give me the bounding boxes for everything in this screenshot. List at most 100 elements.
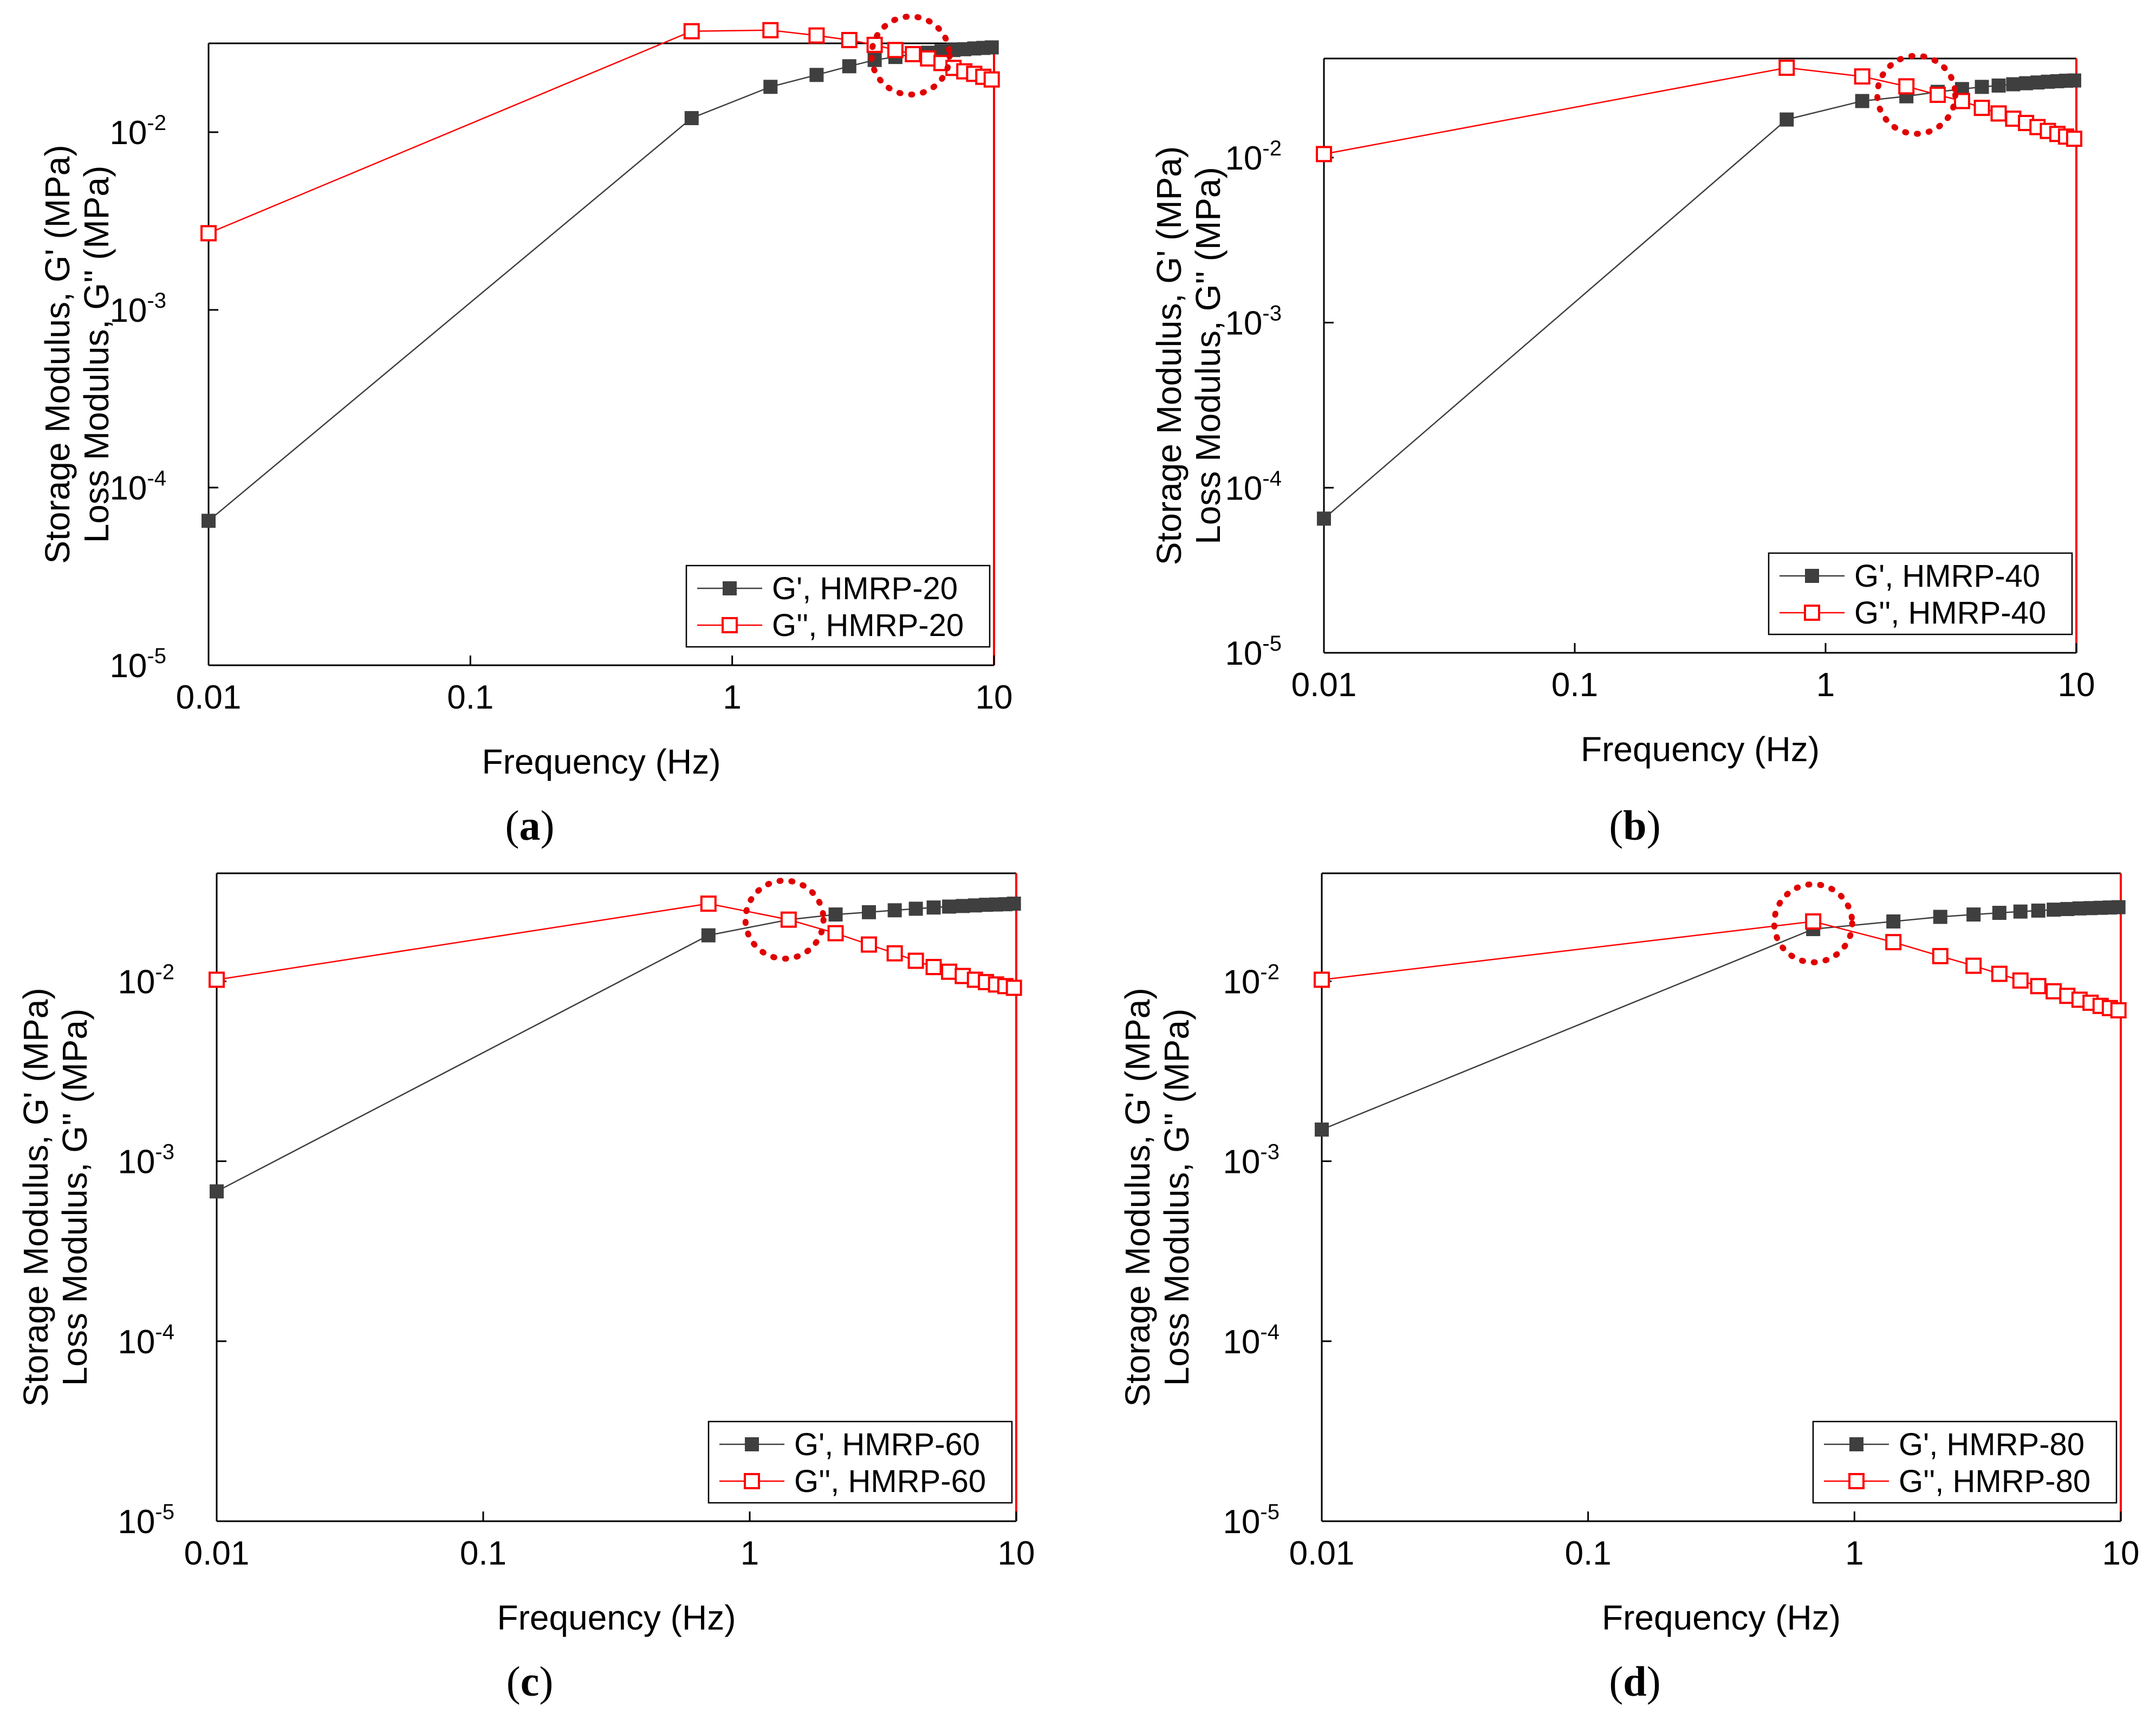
legend: G', HMRP-80G'', HMRP-80: [1812, 1420, 2118, 1504]
y-tick-base: 10: [118, 1323, 155, 1361]
y-tick-base: 10: [109, 647, 147, 685]
y-tick-exponent: -3: [1260, 1140, 1280, 1164]
loss-data-point: [925, 959, 942, 976]
y-axis-title-loss: Loss Modulus, G'' (MPa): [77, 166, 116, 543]
y-tick-label: 10-3: [1225, 302, 1282, 342]
loss-data-point: [1805, 913, 1822, 930]
y-tick-label: 10-2: [1225, 137, 1282, 177]
y-tick-label: 10-5: [1225, 632, 1282, 672]
legend-label-storage: G', HMRP-40: [1854, 559, 2040, 594]
storage-data-point: [942, 899, 957, 914]
loss-data-point: [1314, 971, 1330, 988]
caption-letter: d: [1623, 1658, 1646, 1705]
caption-open-paren: (: [1609, 1658, 1623, 1705]
y-tick-base: 10: [118, 1144, 155, 1181]
loss-data-point: [886, 945, 903, 962]
y-axis-title-loss: Loss Modulus, G'' (MPa): [1157, 1009, 1196, 1386]
y-tick-label: 10-3: [118, 1140, 174, 1181]
loss-data-point: [983, 71, 1000, 88]
y-tick-exponent: -2: [1262, 137, 1282, 160]
y-tick-exponent: -4: [1262, 466, 1282, 490]
x-tick-label: 10: [2058, 666, 2095, 704]
legend-label-storage: G', HMRP-60: [794, 1427, 980, 1462]
storage-data-point: [2006, 77, 2021, 92]
x-tick-label: 0.01: [176, 679, 242, 716]
y-tick-base: 10: [109, 470, 147, 507]
y-axis-title-storage: Storage Modulus, G' (MPa): [1118, 988, 1157, 1406]
storage-data-point: [984, 40, 999, 55]
y-axis-title-storage: Storage Modulus, G' (MPa): [16, 988, 55, 1406]
y-tick-exponent: -5: [1262, 632, 1282, 656]
storage-data-point: [926, 900, 941, 915]
loss-data-point: [920, 50, 937, 67]
storage-data-point: [210, 1184, 224, 1199]
loss-data-point: [1005, 979, 1022, 996]
loss-data-point: [905, 46, 921, 62]
open-square-icon: [1804, 605, 1820, 621]
loss-data-point: [1854, 68, 1871, 85]
storage-data-point: [2047, 903, 2061, 917]
y-axis-title-loss: Loss Modulus, G'' (MPa): [1189, 167, 1228, 544]
y-tick-exponent: -4: [155, 1320, 174, 1344]
loss-data-point: [1316, 146, 1332, 163]
y-tick-exponent: -3: [1262, 302, 1282, 326]
y-tick-exponent: -2: [147, 111, 166, 135]
loss-data-point: [1898, 78, 1915, 95]
storage-data-point: [1991, 78, 2006, 93]
loss-series-line: [1323, 67, 2075, 155]
loss-data-point: [2012, 972, 2029, 989]
y-tick-label: 10-4: [118, 1320, 174, 1361]
storage-data-point: [1975, 80, 1989, 94]
storage-data-point: [2031, 903, 2045, 918]
loss-data-point: [1965, 957, 1982, 974]
caption-letter: c: [521, 1658, 540, 1705]
loss-data-point: [2066, 131, 2082, 147]
caption-open-paren: (: [506, 1658, 521, 1705]
y-tick-exponent: -5: [147, 644, 166, 668]
x-tick-label: 1: [723, 679, 741, 716]
x-tick-label: 0.1: [460, 1535, 506, 1572]
storage-data-point: [842, 59, 856, 74]
loss-data-point: [841, 31, 858, 48]
filled-square-icon: [1849, 1437, 1863, 1451]
y-tick-base: 10: [1223, 1503, 1260, 1541]
storage-data-point: [862, 905, 876, 919]
legend-label-loss: G'', HMRP-60: [794, 1464, 986, 1499]
legend-label-loss: G'', HMRP-20: [772, 608, 964, 643]
storage-data-point: [2013, 904, 2028, 919]
panel-caption: (d): [1609, 1658, 1660, 1705]
legend: G', HMRP-20G'', HMRP-20: [685, 564, 991, 648]
storage-data-point: [908, 901, 923, 916]
loss-data-point: [780, 911, 797, 928]
y-tick-base: 10: [1223, 1144, 1260, 1181]
x-axis-title: Frequency (Hz): [1581, 730, 1820, 769]
x-tick-label: 1: [1816, 666, 1835, 704]
y-axis-title-storage: Storage Modulus, G' (MPa): [38, 145, 77, 563]
loss-data-point: [1991, 965, 2008, 982]
y-tick-label: 10-2: [118, 960, 174, 1001]
x-tick-label: 0.1: [1565, 1535, 1612, 1572]
panel-caption: (c): [506, 1658, 554, 1705]
y-tick-base: 10: [118, 963, 155, 1001]
legend-label-storage: G', HMRP-20: [772, 571, 958, 606]
panel-caption: (a): [505, 802, 555, 849]
legend-label-loss: G'', HMRP-40: [1854, 595, 2046, 631]
y-tick-exponent: -2: [155, 960, 174, 984]
storage-data-point: [2067, 73, 2081, 88]
storage-data-point: [1886, 914, 1901, 929]
caption-close-paren: ): [541, 802, 555, 849]
series-storage: [1315, 900, 2126, 1137]
loss-data-point: [209, 971, 225, 988]
storage-data-point: [763, 80, 778, 94]
y-tick-base: 10: [109, 292, 147, 329]
loss-data-point: [1990, 105, 2007, 122]
x-tick-label: 1: [1845, 1535, 1863, 1572]
x-tick-label: 0.01: [1291, 666, 1357, 704]
open-square-icon: [722, 617, 738, 633]
series-loss: [200, 22, 1000, 242]
storage-series-line: [208, 47, 992, 522]
filled-square-icon: [1805, 569, 1819, 583]
x-tick-label: 10: [976, 679, 1013, 716]
x-tick-label: 0.01: [184, 1535, 250, 1572]
